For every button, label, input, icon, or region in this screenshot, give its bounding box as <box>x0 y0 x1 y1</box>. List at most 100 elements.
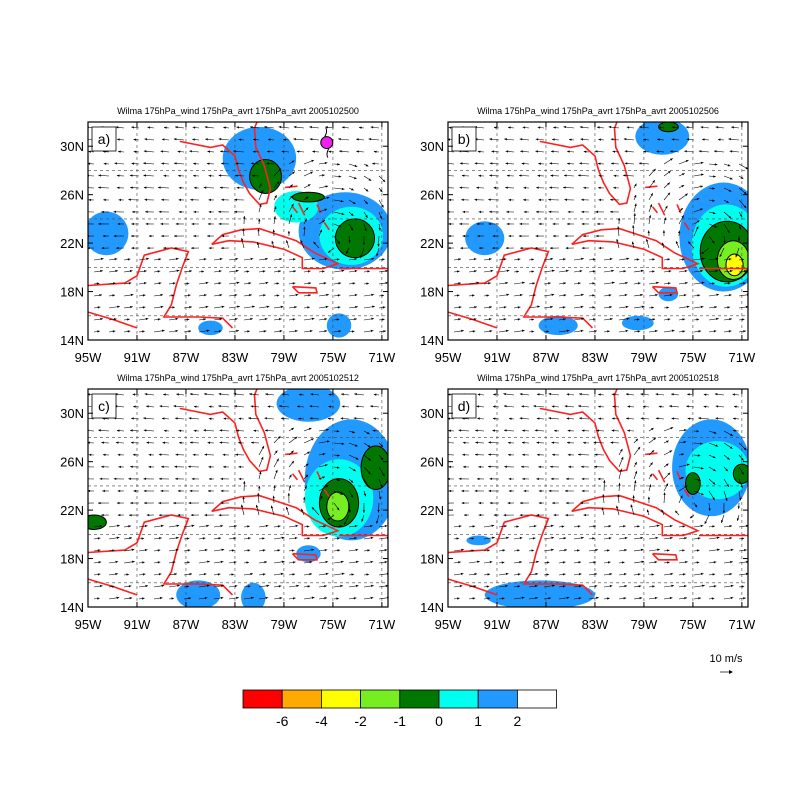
wind-vector-head <box>508 126 511 129</box>
wind-vector-head <box>728 215 732 219</box>
wind-vector-head <box>698 417 701 420</box>
wind-vector-head <box>551 441 555 444</box>
wind-vector-head <box>538 162 541 165</box>
wind-vector-head <box>370 405 373 408</box>
wind-vector-head <box>507 453 511 457</box>
wind-vector-head <box>186 537 190 540</box>
wind-vector-head <box>504 525 507 528</box>
wind-vector-head <box>190 441 193 444</box>
wind-vector-head <box>506 269 510 273</box>
wind-vector-head <box>649 473 652 477</box>
wind-vector-head <box>112 294 115 297</box>
wind-vector-head <box>624 536 628 540</box>
wind-vector-head <box>688 241 691 245</box>
wind-vector-head <box>536 210 539 214</box>
colorbar-swatch <box>320 689 361 709</box>
wind-vector-head <box>700 442 703 445</box>
wind-vector-head <box>144 548 148 552</box>
wind-vector-head <box>669 405 672 408</box>
wind-vector-head <box>623 597 627 600</box>
wind-vector-head <box>194 186 197 190</box>
coastline <box>211 494 340 537</box>
wind-vector-head <box>684 269 688 273</box>
wind-vector-head <box>698 597 701 600</box>
wind-vector-head <box>577 525 581 528</box>
map-panel-d: Wilma 175hPa_wind 175hPa_avrt 175hPa_avr… <box>420 373 756 632</box>
wind-vector-head <box>117 138 120 141</box>
wind-vector-head <box>669 596 673 600</box>
wind-vector-head <box>253 429 256 432</box>
wind-vector-head <box>203 392 207 396</box>
wind-vector-head <box>701 492 704 496</box>
wind-vector-head <box>204 513 207 517</box>
wind-vector-head <box>337 241 340 245</box>
coastline <box>285 452 298 456</box>
wind-vector-head <box>551 536 555 540</box>
wind-vector-head <box>489 162 493 165</box>
wind-vector-head <box>176 524 180 528</box>
wind-vector-head <box>174 572 177 576</box>
lat-tick-label: 14N <box>60 600 84 615</box>
wind-vector-head <box>620 448 623 452</box>
vorticity-area <box>465 221 505 256</box>
wind-vector-head <box>143 282 147 285</box>
wind-vector-head <box>350 494 354 498</box>
wind-vector-head <box>656 281 659 285</box>
vorticity-area <box>466 535 491 546</box>
wind-vector-head <box>458 429 462 432</box>
wind-vector-head <box>637 525 640 528</box>
wind-vector-head <box>273 216 277 219</box>
wind-vector-head <box>273 485 276 488</box>
wind-vector-head <box>682 330 686 333</box>
wind-vector-head <box>115 269 118 273</box>
wind-vector-head <box>353 176 357 180</box>
wind-vector-head <box>463 513 467 517</box>
wind-vector-head <box>624 584 628 588</box>
wind-vector-head <box>740 485 743 489</box>
wind-vector-head <box>743 330 746 333</box>
wind-vector-head <box>292 171 295 175</box>
wind-vector-head <box>471 537 475 540</box>
wind-vector-head <box>291 549 295 552</box>
wind-vector-head <box>204 453 208 456</box>
wind-vector-head <box>161 417 165 420</box>
wind-vector-head <box>580 501 583 505</box>
wind-vector-head <box>597 162 601 165</box>
wind-vector-head <box>116 501 120 505</box>
wind-vector-head <box>114 257 118 261</box>
wind-vector-head <box>626 417 629 420</box>
wind-vector-head <box>563 318 566 321</box>
wind-vector-head <box>325 185 329 188</box>
wind-vector-head <box>264 317 268 321</box>
wind-vector-head <box>278 585 282 588</box>
wind-vector-head <box>219 429 223 432</box>
wind-vector-head <box>566 269 569 273</box>
wind-vector-head <box>351 573 355 576</box>
wind-vector-head <box>549 186 552 189</box>
wind-vector-head <box>577 549 580 552</box>
wind-vector-head <box>293 137 296 141</box>
wind-vector-head <box>262 537 265 540</box>
wind-vector-head <box>501 597 505 600</box>
wind-vector-head <box>477 150 481 153</box>
wind-vector-head <box>359 126 362 129</box>
wind-vector-head <box>161 198 164 202</box>
wind-vector-head <box>146 513 150 517</box>
wind-vector-head <box>474 572 478 576</box>
wind-vector-head <box>143 429 147 432</box>
wind-vector-head <box>459 222 462 226</box>
wind-vector-head <box>129 269 133 273</box>
wind-vector-head <box>143 174 147 177</box>
wind-vector-head <box>656 150 660 153</box>
wind-vector-head <box>517 573 521 576</box>
wind-vector-head <box>307 184 311 187</box>
wind-vector-head <box>567 429 571 432</box>
wind-vector-head <box>609 257 613 261</box>
wind-vector-head <box>458 477 462 481</box>
wind-vector-head <box>737 238 741 242</box>
wind-vector-head <box>218 282 222 285</box>
wind-vector-head <box>729 318 732 321</box>
wind-vector-head <box>322 270 325 273</box>
wind-vector-head <box>353 597 357 600</box>
wind-vector-head <box>579 392 582 396</box>
